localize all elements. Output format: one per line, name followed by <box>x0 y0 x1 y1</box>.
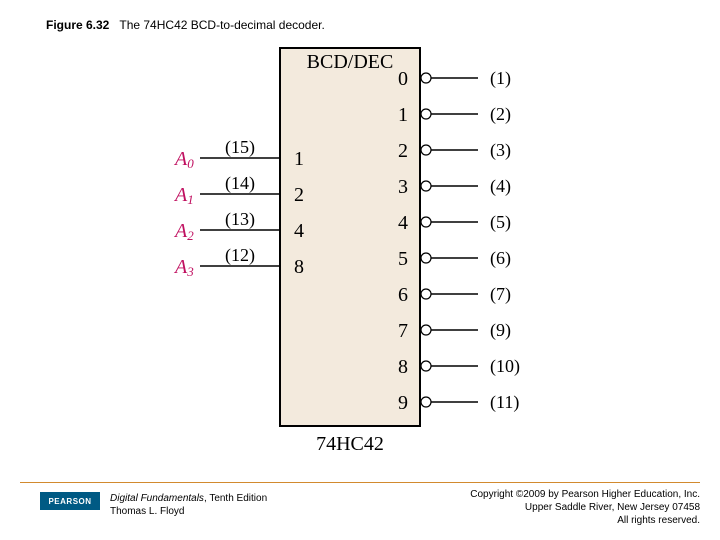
output-digit: 6 <box>398 284 408 306</box>
inversion-bubble-icon <box>421 253 431 263</box>
input-pin-number: (15) <box>225 137 255 158</box>
output-digit: 9 <box>398 392 408 414</box>
input-weight: 2 <box>294 184 304 206</box>
input-pin-number: (12) <box>225 245 255 266</box>
input-pin-number: (14) <box>225 173 255 194</box>
book-edition: , Tenth Edition <box>204 493 267 504</box>
input-weight: 4 <box>294 220 304 242</box>
output-digit: 2 <box>398 140 408 162</box>
input-pin-number: (13) <box>225 209 255 230</box>
output-pin-number: (4) <box>490 176 511 197</box>
input-label: A1 <box>173 184 194 207</box>
footer-rule <box>20 482 700 483</box>
input-weight: 8 <box>294 256 304 278</box>
output-pin-number: (9) <box>490 320 511 341</box>
output-digit: 0 <box>398 68 408 90</box>
inversion-bubble-icon <box>421 397 431 407</box>
output-digit: 3 <box>398 176 408 198</box>
chip-part-number: 74HC42 <box>316 433 384 455</box>
output-digit: 8 <box>398 356 408 378</box>
input-weight: 1 <box>294 148 304 170</box>
page-footer: PEARSON Digital Fundamentals, Tenth Edit… <box>0 482 720 540</box>
output-digit: 5 <box>398 248 408 270</box>
input-label: A2 <box>173 220 194 243</box>
output-pin-number: (5) <box>490 212 511 233</box>
output-pin-number: (11) <box>490 392 519 413</box>
inversion-bubble-icon <box>421 325 431 335</box>
output-digit: 7 <box>398 320 408 342</box>
inversion-bubble-icon <box>421 289 431 299</box>
decoder-diagram: BCD/DEC 74HC42 A0 (15) 1 A1 (14) 2 A2 (13) 4 A3 (12)… <box>0 0 720 470</box>
inversion-bubble-icon <box>421 361 431 371</box>
copyright-line2: Upper Saddle River, New Jersey 07458 <box>525 502 700 513</box>
inversion-bubble-icon <box>421 73 431 83</box>
publisher-logo: PEARSON <box>40 492 100 510</box>
output-pin-number: (2) <box>490 104 511 125</box>
output-pin-number: (6) <box>490 248 511 269</box>
output-pin-number: (10) <box>490 356 520 377</box>
output-pin-number: (3) <box>490 140 511 161</box>
output-digit: 4 <box>398 212 408 234</box>
copyright-line3: All rights reserved. <box>617 515 700 526</box>
inversion-bubble-icon <box>421 145 431 155</box>
output-pin-number: (1) <box>490 68 511 89</box>
copyright-line1: Copyright ©2009 by Pearson Higher Educat… <box>470 489 700 500</box>
book-title: Digital Fundamentals <box>110 493 204 504</box>
footer-book-info: Digital Fundamentals, Tenth Edition Thom… <box>110 492 267 518</box>
inversion-bubble-icon <box>421 109 431 119</box>
output-pin-number: (7) <box>490 284 511 305</box>
output-digit: 1 <box>398 104 408 126</box>
input-label: A0 <box>173 148 194 171</box>
footer-copyright: Copyright ©2009 by Pearson Higher Educat… <box>470 488 700 527</box>
input-label: A3 <box>173 256 194 279</box>
chip-header: BCD/DEC <box>307 51 394 73</box>
inversion-bubble-icon <box>421 181 431 191</box>
inversion-bubble-icon <box>421 217 431 227</box>
book-author: Thomas L. Floyd <box>110 506 184 517</box>
